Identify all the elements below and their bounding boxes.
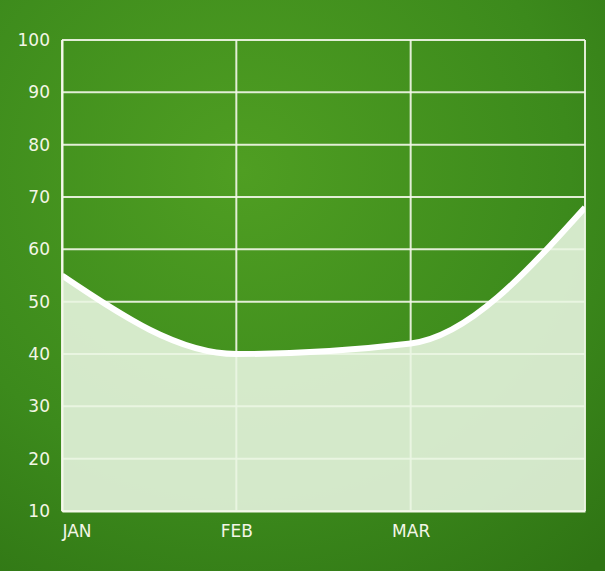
grid-line: [62, 196, 585, 198]
tick: 20: [28, 449, 62, 469]
grid-line: [62, 91, 585, 93]
marks: [62, 207, 585, 511]
axis-line: [62, 41, 64, 512]
tick-label: 80: [28, 135, 50, 155]
tick-label: MAR: [392, 521, 430, 541]
grid-line: [62, 248, 585, 250]
tick: 80: [28, 135, 62, 155]
x-axis: JAN FEB MAR: [62, 511, 586, 541]
tick: 50: [28, 292, 62, 312]
tick-label: 70: [28, 187, 50, 207]
grid-line: [61, 40, 63, 511]
y-axis: 10 20 30 40 50 60 70 80 90 100: [18, 30, 63, 521]
tick: 90: [28, 82, 62, 102]
plot: 10 20 30 40 50 60 70 80 90 100 JAN FEB MAR: [18, 30, 586, 541]
area: [62, 207, 585, 511]
tick: JAN: [62, 511, 92, 541]
grid: [62, 40, 585, 511]
tick: 70: [28, 187, 62, 207]
tick: 30: [28, 396, 62, 416]
tick-label: FEB: [221, 521, 253, 541]
tick: 100: [18, 30, 62, 50]
chart: 10 20 30 40 50 60 70 80 90 100 JAN FEB MAR: [0, 0, 605, 571]
tick-label: 20: [28, 449, 50, 469]
axis-line: [63, 511, 586, 513]
tick-label: JAN: [62, 521, 92, 541]
tick-label: 90: [28, 82, 50, 102]
tick: FEB: [221, 511, 253, 541]
tick-label: 100: [18, 30, 50, 50]
tick-label: 10: [28, 501, 50, 521]
tick-label: 60: [28, 239, 50, 259]
tick: MAR: [392, 511, 430, 541]
tick-label: 50: [28, 292, 50, 312]
grid-line: [62, 144, 585, 146]
tick-label: 40: [28, 344, 50, 364]
tick: 10: [28, 501, 62, 521]
grid-line: [62, 39, 585, 41]
background: [0, 0, 605, 571]
area-line: [62, 207, 585, 354]
tick: 40: [28, 344, 62, 364]
tick: 60: [28, 239, 62, 259]
tick-label: 30: [28, 396, 50, 416]
